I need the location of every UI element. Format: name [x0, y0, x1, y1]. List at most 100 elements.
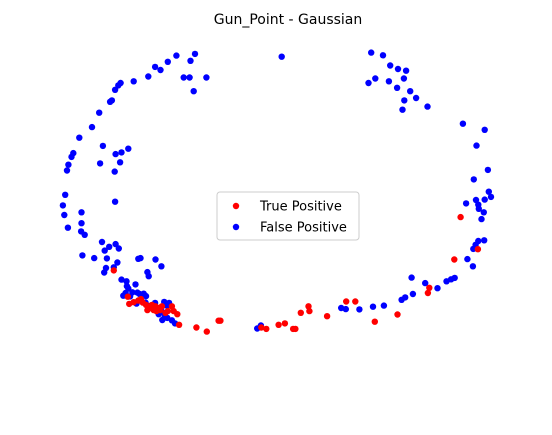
- point-true-positive-9: [305, 303, 312, 310]
- point-false-positive-132: [393, 84, 401, 92]
- point-true-positive-45: [474, 246, 482, 253]
- chart-title: Gun_Point - Gaussian: [214, 12, 363, 28]
- point-false-positive-138: [379, 52, 387, 59]
- point-false-positive-125: [412, 94, 420, 102]
- point-false-positive-5: [180, 74, 187, 81]
- point-false-positive-100: [434, 285, 441, 292]
- point-false-positive-84: [159, 316, 166, 324]
- point-false-positive-51: [102, 264, 110, 272]
- point-true-positive-2: [424, 289, 432, 297]
- point-false-positive-122: [481, 126, 488, 133]
- point-false-positive-136: [402, 67, 410, 74]
- point-false-positive-111: [480, 209, 487, 216]
- point-false-positive-32: [59, 202, 67, 209]
- point-true-positive-19: [203, 328, 210, 335]
- point-false-positive-17: [96, 109, 103, 116]
- point-false-positive-139: [278, 53, 285, 60]
- point-false-positive-40: [98, 238, 106, 246]
- point-true-positive-8: [306, 307, 313, 315]
- point-false-positive-64: [125, 285, 132, 292]
- point-false-positive-54: [152, 256, 159, 263]
- point-false-positive-134: [387, 62, 394, 69]
- point-false-positive-55: [158, 263, 165, 270]
- point-false-positive-127: [401, 97, 408, 104]
- point-false-positive-126: [407, 88, 414, 95]
- point-false-positive-108: [475, 237, 482, 245]
- point-true-positive-0: [457, 213, 464, 221]
- point-false-positive-39: [81, 231, 88, 238]
- point-false-positive-99: [422, 279, 429, 287]
- point-false-positive-44: [112, 240, 119, 248]
- point-false-positive-8: [157, 66, 164, 74]
- legend-marker-false-positive: [232, 223, 240, 231]
- point-false-positive-3: [191, 50, 199, 58]
- point-true-positive-18: [215, 317, 222, 324]
- point-false-positive-105: [464, 255, 471, 263]
- point-true-positive-10: [297, 309, 304, 316]
- point-false-positive-96: [402, 294, 409, 301]
- point-false-positive-109: [481, 237, 488, 244]
- point-false-positive-46: [79, 252, 86, 259]
- point-false-positive-41: [106, 243, 113, 250]
- point-false-positive-31: [61, 191, 69, 198]
- legend-box: [216, 191, 360, 241]
- point-false-positive-28: [68, 153, 75, 161]
- point-true-positive-4: [371, 318, 378, 325]
- point-false-positive-13: [115, 82, 122, 89]
- point-false-positive-29: [65, 161, 72, 168]
- point-false-positive-7: [190, 88, 197, 95]
- point-false-positive-33: [61, 211, 68, 219]
- point-false-positive-91: [342, 305, 349, 313]
- point-false-positive-114: [462, 200, 470, 207]
- point-false-positive-2: [187, 57, 194, 64]
- point-false-positive-97: [409, 290, 417, 298]
- legend-label-true-positive: True Positive: [259, 200, 342, 215]
- point-false-positive-20: [99, 142, 107, 150]
- point-false-positive-133: [400, 75, 408, 82]
- point-true-positive-15: [263, 325, 270, 333]
- point-true-positive-13: [281, 320, 289, 327]
- point-false-positive-42: [101, 247, 108, 254]
- point-false-positive-37: [78, 220, 85, 227]
- point-false-positive-128: [399, 106, 406, 113]
- point-false-positive-117: [487, 193, 495, 201]
- legend-marker-true-positive: [232, 202, 240, 210]
- point-false-positive-18: [88, 123, 96, 131]
- legend-label-false-positive: False Positive: [260, 221, 347, 236]
- point-false-positive-16: [106, 98, 114, 106]
- point-false-positive-135: [394, 65, 402, 73]
- point-false-positive-25: [111, 168, 118, 175]
- plot-area: [59, 49, 495, 335]
- point-false-positive-49: [114, 259, 121, 266]
- point-true-positive-41: [126, 300, 133, 308]
- point-false-positive-36: [64, 224, 72, 231]
- point-false-positive-94: [380, 302, 388, 309]
- point-false-positive-45: [91, 254, 98, 262]
- point-false-positive-53: [137, 254, 144, 262]
- point-false-positive-35: [111, 198, 119, 205]
- point-false-positive-115: [472, 196, 480, 204]
- point-false-positive-22: [118, 149, 125, 156]
- point-false-positive-119: [470, 176, 477, 183]
- point-false-positive-124: [424, 103, 431, 110]
- point-false-positive-129: [365, 79, 372, 87]
- point-true-positive-42: [124, 293, 131, 300]
- point-false-positive-92: [356, 306, 363, 313]
- point-false-positive-4: [186, 74, 193, 81]
- point-false-positive-118: [485, 188, 492, 195]
- point-true-positive-21: [175, 321, 183, 328]
- point-false-positive-123: [459, 120, 467, 127]
- point-true-positive-5: [352, 298, 359, 305]
- point-false-positive-98: [408, 274, 415, 281]
- point-true-positive-6: [343, 298, 350, 305]
- point-false-positive-1: [173, 52, 180, 59]
- point-false-positive-59: [118, 276, 125, 283]
- point-false-positive-23: [116, 159, 124, 166]
- point-false-positive-21: [125, 145, 132, 152]
- point-false-positive-26: [96, 160, 104, 167]
- point-true-positive-24: [168, 303, 176, 310]
- point-false-positive-11: [130, 78, 137, 85]
- point-false-positive-47: [103, 255, 111, 262]
- point-true-positive-16: [258, 324, 265, 331]
